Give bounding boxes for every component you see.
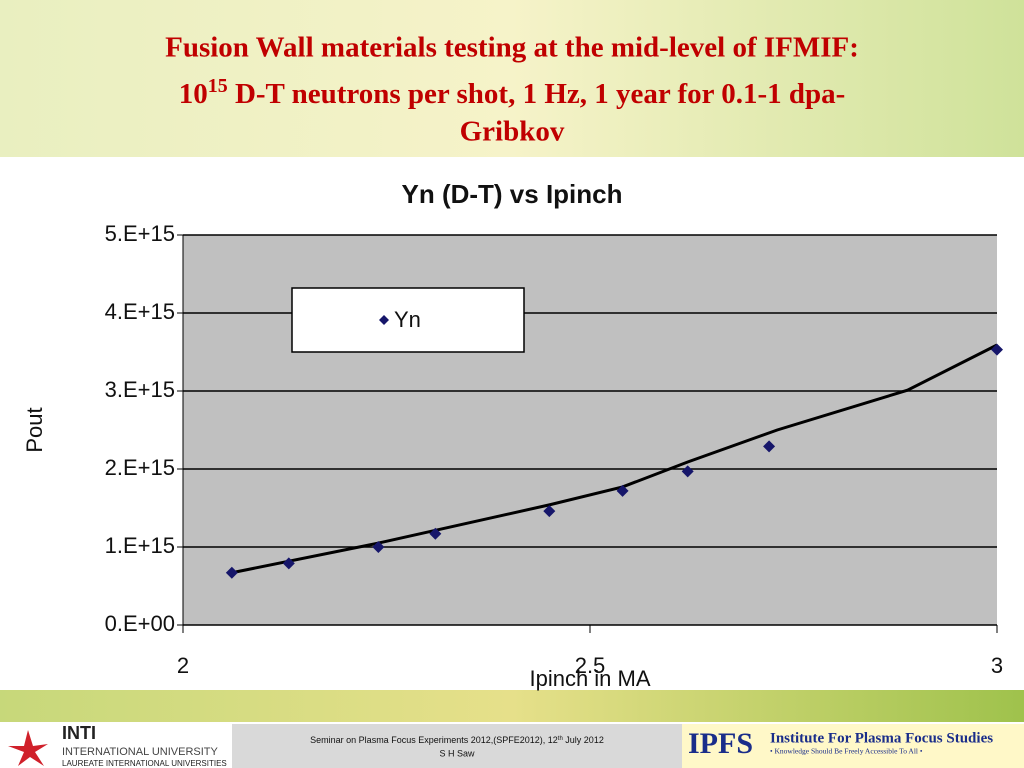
data-point (429, 527, 442, 540)
chart-title: Yn (D-T) vs Ipinch (402, 179, 623, 209)
data-point (543, 505, 556, 518)
data-point (225, 566, 238, 579)
footer-inti: INTI INTERNATIONAL UNIVERSITY LAUREATE I… (8, 723, 227, 768)
y-tick-label: 0.E+00 (105, 611, 175, 636)
data-point (616, 484, 629, 497)
legend-box (291, 287, 525, 353)
seminar-superscript: th (558, 736, 563, 742)
x-tick-label: 3 (991, 653, 1003, 678)
y-tick-label: 1.E+15 (105, 533, 175, 558)
data-point (991, 343, 1003, 356)
title-text: 10 (179, 78, 208, 110)
inti-logo (8, 730, 48, 766)
data-point (763, 440, 776, 453)
x-tick-label: 2 (177, 653, 189, 678)
footer-ipfs-box (682, 724, 1024, 768)
seminar-text-part: Seminar on Plasma Focus Experiments 2012… (310, 735, 558, 745)
footer-center-box (232, 724, 682, 768)
ipfs-motto: • Knowledge Should Be Freely Accessible … (770, 747, 923, 756)
title-background (0, 0, 1024, 157)
slide-title: Fusion Wall materials testing at the mid… (165, 32, 859, 64)
title-superscript: 15 (208, 75, 228, 97)
x-axis-label: Ipinch in MA (529, 666, 650, 691)
inti-subtitle: INTERNATIONAL UNIVERSITY (62, 746, 219, 758)
slide-title: 1015 D-T neutrons per shot, 1 Hz, 1 year… (179, 75, 846, 110)
ipfs-logo: IPFS (688, 727, 753, 760)
laureate: LAUREATE INTERNATIONAL UNIVERSITIES (62, 759, 227, 768)
legend-marker (379, 315, 389, 325)
footer-band (0, 690, 1024, 722)
x-tick-label: 2.5 (575, 653, 606, 678)
inti-name: INTI (62, 723, 96, 743)
slide-title: Gribkov (460, 116, 565, 148)
y-tick-label: 2.E+15 (105, 455, 175, 480)
seminar-text: Seminar on Plasma Focus Experiments 2012… (310, 735, 604, 745)
data-point (372, 541, 385, 553)
y-tick-label: 4.E+15 (105, 299, 175, 324)
ipfs-name: Institute For Plasma Focus Studies (770, 730, 993, 746)
y-tick-label: 3.E+15 (105, 377, 175, 402)
data-point (282, 557, 295, 570)
data-point (681, 465, 694, 478)
author: S H Saw (439, 748, 475, 758)
y-tick-label: 5.E+15 (105, 221, 175, 246)
seminar-text-part: July 2012 (563, 735, 604, 745)
legend-label: Yn (394, 307, 421, 332)
trendline (231, 343, 998, 575)
title-text: D-T neutrons per shot, 1 Hz, 1 year for … (228, 78, 846, 110)
y-axis-label: Pout (22, 407, 47, 452)
